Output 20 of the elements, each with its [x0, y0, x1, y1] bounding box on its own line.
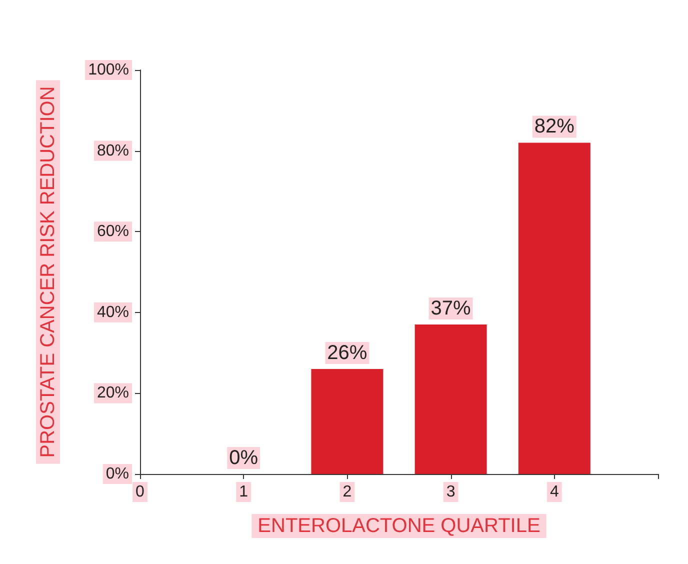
x-tick-label: 0: [136, 484, 145, 500]
x-tick-label: 1: [239, 484, 248, 500]
data-label: 26%: [327, 342, 368, 364]
y-tick-label: 80%: [96, 142, 129, 160]
y-tick-label: 20%: [96, 384, 129, 402]
x-tick-label: 2: [342, 484, 352, 500]
x-axis-title: ENTEROLACTONE QUARTILE: [258, 515, 540, 537]
y-tick-label: 0%: [106, 466, 129, 482]
y-tick-label: 100%: [88, 62, 129, 78]
bar: [311, 368, 384, 474]
bar: [518, 142, 590, 474]
y-tick-label: 60%: [96, 223, 129, 240]
x-tick-label: 4: [550, 484, 559, 500]
y-axis-title: PROSTATE CANCER RISK REDUCTION: [37, 86, 59, 458]
data-label: 0%: [229, 447, 258, 469]
y-tick-label: 40%: [96, 304, 129, 321]
bar: [414, 324, 487, 474]
x-tick-label: 3: [446, 484, 456, 500]
data-label: 82%: [534, 116, 575, 138]
data-label: 37%: [430, 298, 472, 320]
